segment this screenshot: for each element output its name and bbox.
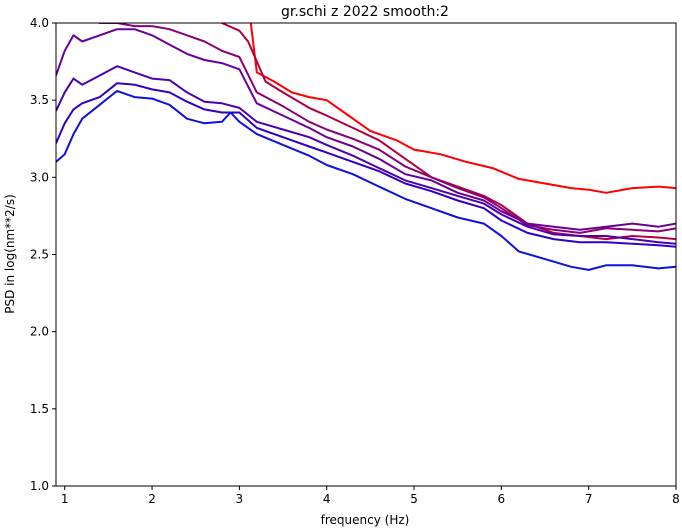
series-line-4 <box>56 28 676 231</box>
series-line-2 <box>219 23 676 241</box>
series-line-6 <box>56 82 676 248</box>
plot-frame <box>55 22 677 487</box>
x-tick-label: 1 <box>61 492 69 506</box>
x-axis: 1 2 3 4 5 6 7 8 <box>61 486 680 506</box>
y-tick-label: 3.0 <box>30 170 49 184</box>
chart-title: gr.schi z 2022 smooth:2 <box>281 4 449 20</box>
series-line-5 <box>56 65 676 245</box>
series-line-3 <box>97 23 676 234</box>
x-tick-label: 8 <box>672 492 680 506</box>
y-tick-label: 2.0 <box>30 325 49 339</box>
series-line-1 <box>249 23 676 194</box>
series-group <box>56 23 676 271</box>
y-axis-label: PSD in log(nm**2/s) <box>3 194 17 314</box>
y-tick-label: 2.5 <box>30 248 49 262</box>
x-axis-label: frequency (Hz) <box>321 513 410 527</box>
y-tick-label: 1.0 <box>30 479 49 493</box>
x-tick-label: 4 <box>323 492 331 506</box>
y-tick-label: 1.5 <box>30 402 49 416</box>
y-axis: 1.0 1.5 2.0 2.5 3.0 3.5 4.0 <box>30 16 56 493</box>
x-tick-label: 5 <box>410 492 418 506</box>
series-line-7 <box>56 89 676 271</box>
y-tick-label: 3.5 <box>30 93 49 107</box>
x-tick-label: 7 <box>585 492 593 506</box>
y-tick-label: 4.0 <box>30 16 49 30</box>
x-tick-label: 6 <box>498 492 506 506</box>
x-tick-label: 2 <box>148 492 156 506</box>
x-tick-label: 3 <box>236 492 244 506</box>
